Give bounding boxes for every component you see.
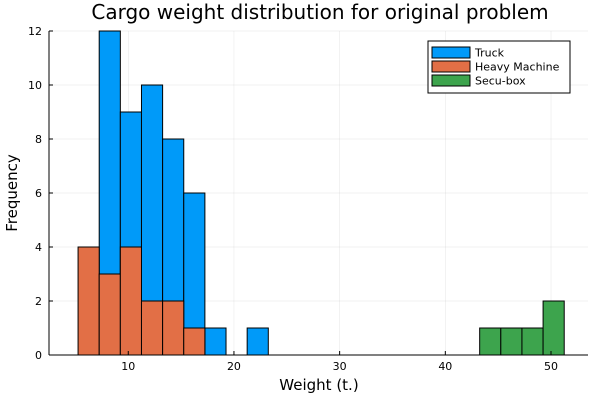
histogram-bar: [162, 300, 185, 356]
y-tick-label: 6: [35, 187, 42, 200]
histogram-bar: [98, 273, 121, 356]
y-tick-label: 4: [35, 241, 42, 254]
legend-swatch: [431, 46, 471, 59]
legend-swatch: [431, 74, 471, 87]
histogram-bar: [521, 327, 544, 356]
y-tick-label: 12: [28, 25, 42, 38]
bars-layer: [77, 30, 565, 356]
x-tick-label: 10: [121, 360, 135, 373]
histogram-bar: [542, 300, 565, 356]
x-tick-label: 50: [544, 360, 558, 373]
legend-label: Secu-box: [475, 75, 526, 88]
histogram-bar: [77, 246, 100, 356]
chart-title: Cargo weight distribution for original p…: [91, 0, 548, 24]
y-tick-label: 10: [28, 79, 42, 92]
histogram-bar: [183, 327, 206, 356]
histogram-bar: [479, 327, 502, 356]
x-axis-label: Weight (t.): [279, 376, 358, 394]
x-tick-label: 20: [227, 360, 241, 373]
histogram-bar: [500, 327, 523, 356]
x-tick-label: 30: [333, 360, 347, 373]
y-axis-label: Frequency: [3, 154, 21, 232]
histogram-bar: [204, 327, 227, 356]
histogram-bar: [140, 300, 164, 356]
y-tick-label: 0: [35, 349, 42, 362]
ticks-layer: 10 20 30 40 50 0 2 4 6 8 10 12: [28, 25, 558, 373]
legend-swatch: [431, 60, 471, 73]
x-tick-label: 40: [438, 360, 452, 373]
y-tick-label: 2: [35, 295, 42, 308]
y-tick-label: 8: [35, 133, 42, 146]
legend-label: Heavy Machine: [475, 61, 560, 74]
histogram-bar: [119, 246, 142, 356]
legend-label: Truck: [474, 47, 505, 60]
series-secu-box: [479, 300, 565, 356]
histogram-bar: [246, 327, 269, 356]
